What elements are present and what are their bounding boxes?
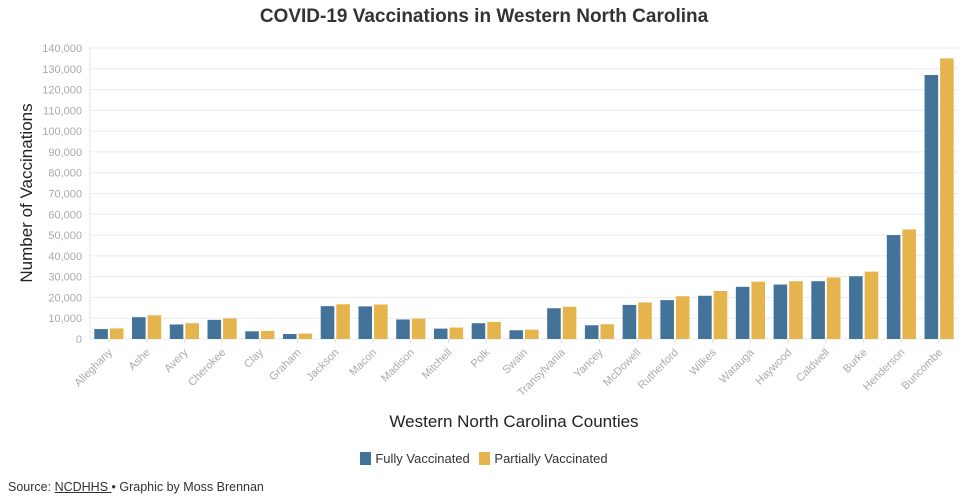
bar-fully-burke[interactable] bbox=[849, 276, 863, 339]
y-tick-label: 20,000 bbox=[48, 292, 82, 304]
source-credit: • Graphic by Moss Brennan bbox=[111, 480, 264, 494]
bar-partially-swain[interactable] bbox=[525, 329, 539, 339]
y-tick-label: 110,000 bbox=[43, 105, 82, 117]
bar-fully-mitchell[interactable] bbox=[433, 328, 448, 339]
bar-partially-alleghany[interactable] bbox=[109, 328, 124, 339]
bar-partially-rutherford[interactable] bbox=[675, 296, 690, 339]
legend-label: Partially Vaccinated bbox=[494, 451, 608, 466]
bar-fully-avery[interactable] bbox=[169, 324, 184, 339]
y-tick-label: 30,000 bbox=[48, 272, 82, 284]
x-tick-label: Madison bbox=[379, 347, 417, 385]
bar-fully-wilkes[interactable] bbox=[698, 295, 712, 339]
bar-partially-polk[interactable] bbox=[487, 321, 501, 339]
bar-fully-ashe[interactable] bbox=[132, 317, 146, 339]
bar-partially-yancey[interactable] bbox=[600, 324, 615, 339]
bar-partially-burke[interactable] bbox=[864, 271, 879, 339]
bar-fully-haywood[interactable] bbox=[773, 284, 788, 339]
bar-partially-mcdowell[interactable] bbox=[638, 302, 652, 339]
chart-title: COVID-19 Vaccinations in Western North C… bbox=[259, 6, 709, 27]
x-tick-label: Polk bbox=[469, 346, 493, 370]
x-tick-label: Clay bbox=[242, 346, 266, 370]
x-tick-label: Graham bbox=[267, 347, 304, 384]
y-tick-label: 10,000 bbox=[48, 313, 82, 325]
x-tick-label: Buncombe bbox=[900, 347, 946, 393]
bar-fully-polk[interactable] bbox=[471, 323, 486, 339]
bar-partially-cherokee[interactable] bbox=[223, 318, 237, 339]
bar-fully-clay[interactable] bbox=[245, 331, 259, 339]
x-tick-label: Rutherford bbox=[636, 347, 681, 392]
y-tick-label: 80,000 bbox=[48, 168, 82, 180]
x-tick-label: Macon bbox=[347, 347, 379, 379]
bar-fully-jackson[interactable] bbox=[320, 306, 335, 339]
bar-partially-graham[interactable] bbox=[298, 333, 313, 339]
x-tick-label: Avery bbox=[162, 346, 191, 375]
y-tick-label: 0 bbox=[76, 334, 82, 346]
bar-fully-yancey[interactable] bbox=[584, 325, 599, 339]
source-prefix: Source: bbox=[8, 480, 55, 494]
x-tick-label: Watauga bbox=[717, 346, 757, 386]
bar-fully-macon[interactable] bbox=[358, 306, 373, 339]
bar-partially-macon[interactable] bbox=[374, 304, 388, 339]
bar-partially-haywood[interactable] bbox=[789, 281, 803, 339]
bar-partially-transylvania[interactable] bbox=[562, 306, 577, 339]
y-tick-label: 140,000 bbox=[42, 43, 82, 55]
x-tick-label: Cherokee bbox=[186, 347, 228, 389]
legend-swatch bbox=[360, 452, 372, 465]
x-tick-label: Haywood bbox=[753, 347, 794, 388]
bar-fully-transylvania[interactable] bbox=[547, 308, 561, 339]
bar-fully-alleghany[interactable] bbox=[94, 329, 108, 339]
legend-label: Fully Vaccinated bbox=[375, 451, 470, 466]
x-axis-title: Western North Carolina Counties bbox=[389, 412, 638, 431]
bar-chart: 0 10,000 20,000 30,000 40,000 50,000 60,000 70,… bbox=[17, 43, 958, 431]
bar-partially-wilkes[interactable] bbox=[713, 290, 728, 339]
x-tick-label: Jackson bbox=[304, 347, 341, 384]
source-link[interactable]: NCDHHS bbox=[54, 480, 112, 494]
y-tick-label: 70,000 bbox=[48, 189, 82, 201]
bar-fully-watauga[interactable] bbox=[735, 286, 750, 339]
bar-partially-henderson[interactable] bbox=[902, 229, 916, 339]
y-tick-label: 130,000 bbox=[42, 64, 82, 76]
y-tick-label: 120,000 bbox=[42, 85, 82, 97]
x-tick-label: Swain bbox=[500, 347, 530, 377]
bar-partially-mitchell[interactable] bbox=[449, 327, 464, 339]
y-tick-label: 100,000 bbox=[42, 126, 82, 138]
bar-partially-clay[interactable] bbox=[260, 330, 275, 339]
bar-fully-buncombe[interactable] bbox=[924, 75, 939, 340]
bar-fully-caldwell[interactable] bbox=[811, 281, 825, 339]
bar-fully-cherokee[interactable] bbox=[207, 319, 222, 339]
legend: Fully Vaccinated Partially Vaccinated bbox=[0, 451, 968, 466]
bar-fully-henderson[interactable] bbox=[886, 235, 901, 339]
x-tick-label: Caldwell bbox=[794, 347, 832, 385]
y-tick-label: 50,000 bbox=[48, 230, 82, 242]
bar-partially-jackson[interactable] bbox=[336, 304, 350, 339]
bar-partially-avery[interactable] bbox=[185, 323, 199, 339]
bar-partially-madison[interactable] bbox=[411, 318, 426, 339]
y-tick-label: 60,000 bbox=[48, 209, 82, 221]
y-tick-label: 40,000 bbox=[48, 251, 82, 263]
x-tick-label: Alleghany bbox=[72, 346, 115, 389]
x-tick-label: Mitchell bbox=[420, 347, 455, 382]
x-tick-label: Yancey bbox=[572, 346, 606, 380]
bar-fully-rutherford[interactable] bbox=[660, 300, 674, 339]
bar-partially-ashe[interactable] bbox=[147, 315, 162, 339]
bar-partially-buncombe[interactable] bbox=[940, 58, 954, 340]
bar-fully-graham[interactable] bbox=[282, 334, 297, 339]
bar-partially-watauga[interactable] bbox=[751, 281, 766, 339]
legend-item-fully[interactable]: Fully Vaccinated bbox=[360, 451, 470, 466]
legend-item-partially[interactable]: Partially Vaccinated bbox=[479, 451, 608, 466]
bar-fully-swain[interactable] bbox=[509, 330, 523, 339]
y-tick-label: 90,000 bbox=[48, 147, 82, 159]
x-tick-label: Ashe bbox=[127, 347, 153, 373]
source-note: Source: NCDHHS • Graphic by Moss Brennan bbox=[8, 480, 264, 494]
bar-partially-caldwell[interactable] bbox=[826, 277, 841, 339]
y-axis-title: Number of Vaccinations bbox=[17, 103, 36, 282]
x-tick-label: Wilkes bbox=[687, 346, 719, 378]
bar-fully-madison[interactable] bbox=[396, 319, 410, 339]
legend-swatch bbox=[479, 452, 491, 465]
bar-fully-mcdowell[interactable] bbox=[622, 304, 637, 339]
x-tick-label: Burke bbox=[841, 347, 870, 376]
